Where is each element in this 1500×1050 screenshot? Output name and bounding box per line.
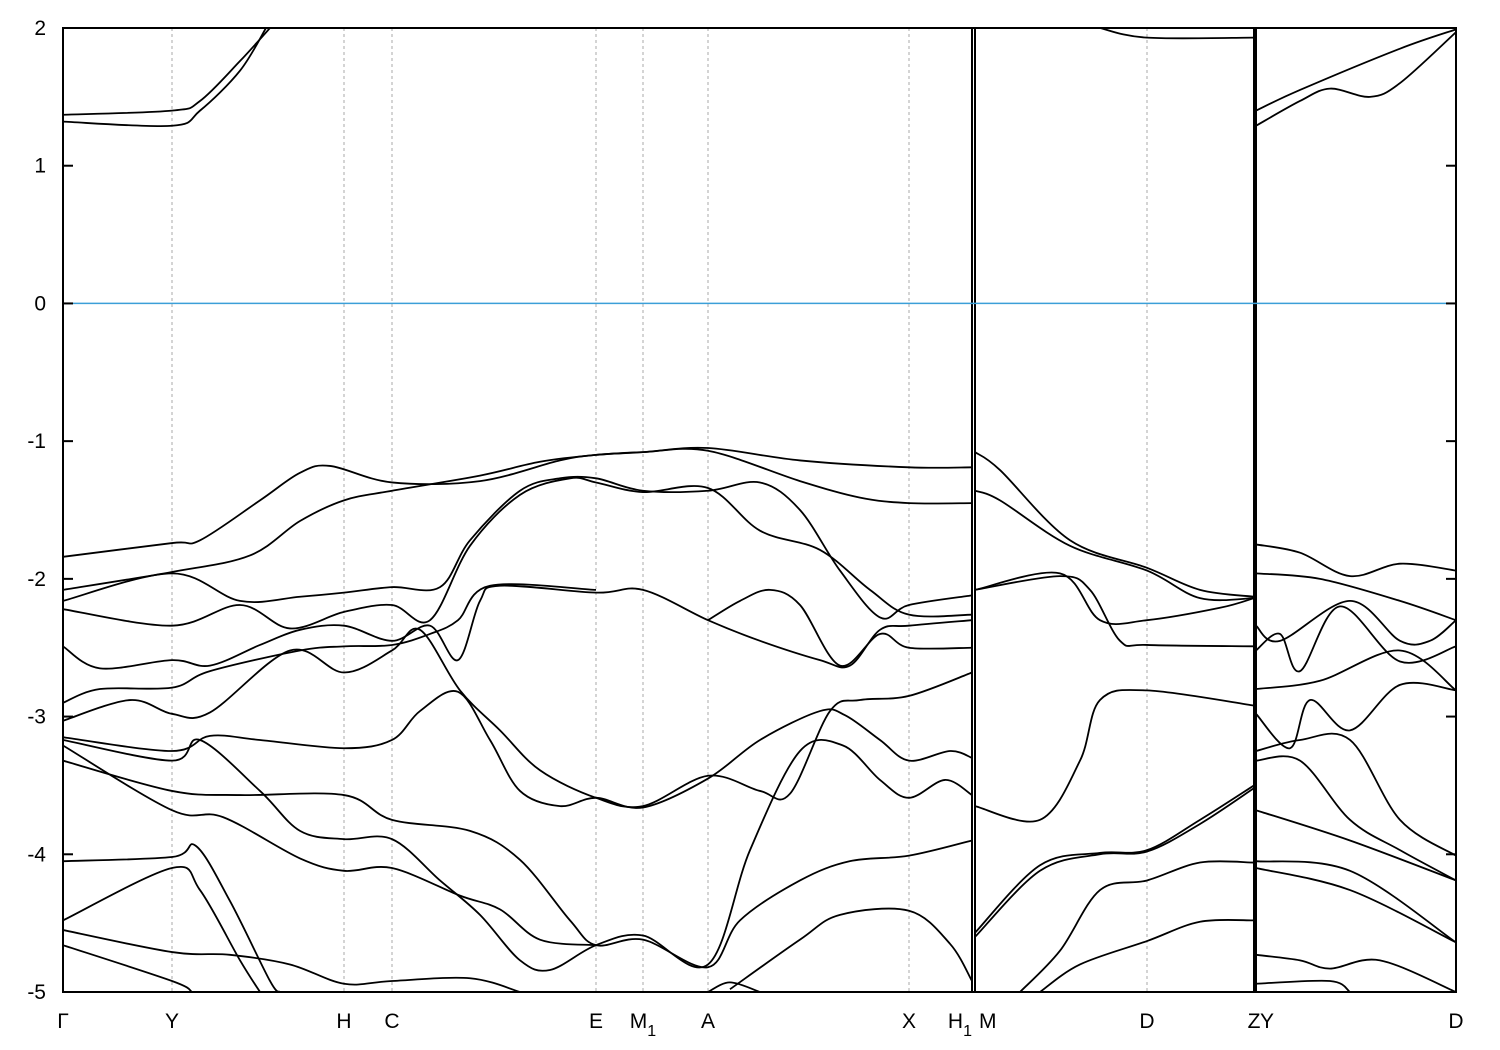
band-line bbox=[63, 843, 281, 992]
band-line bbox=[707, 588, 973, 667]
band-line bbox=[1255, 867, 1456, 944]
band-line bbox=[974, 784, 1255, 934]
band-line bbox=[1099, 28, 1255, 40]
band-line bbox=[63, 929, 521, 992]
band-line bbox=[63, 866, 261, 992]
x-tick-label: M1 bbox=[630, 1010, 657, 1040]
band-line bbox=[1255, 953, 1456, 992]
x-tick-label: M bbox=[979, 1010, 997, 1033]
x-tick-label: A bbox=[701, 1010, 715, 1033]
x-tick-label: C bbox=[384, 1010, 399, 1033]
band-line bbox=[63, 944, 193, 992]
y-tick-label: 2 bbox=[34, 17, 46, 40]
band-line bbox=[63, 475, 973, 620]
band-line bbox=[707, 981, 761, 992]
band-line bbox=[63, 738, 973, 972]
band-line bbox=[63, 446, 973, 558]
x-tick-label: D bbox=[1448, 1010, 1463, 1033]
x-tick-label: Y bbox=[165, 1010, 179, 1033]
band-line bbox=[1255, 599, 1456, 646]
band-line bbox=[1255, 860, 1456, 944]
band-line bbox=[63, 476, 973, 630]
band-line bbox=[974, 489, 1255, 602]
band-line bbox=[1255, 809, 1456, 882]
band-line bbox=[63, 28, 271, 116]
band-line bbox=[1255, 979, 1351, 992]
bands bbox=[63, 28, 1456, 992]
x-tick-label: H bbox=[336, 1010, 351, 1033]
y-tick-label: 1 bbox=[34, 155, 46, 178]
band-line bbox=[63, 28, 267, 128]
band-line bbox=[1255, 605, 1456, 673]
band-line bbox=[1255, 31, 1456, 127]
y-tick-label: -3 bbox=[27, 706, 46, 729]
band-line bbox=[1255, 28, 1456, 112]
x-tick-label: D bbox=[1139, 1010, 1154, 1033]
band-line bbox=[729, 907, 973, 990]
x-tick-label: X bbox=[902, 1010, 916, 1033]
band-line bbox=[1255, 732, 1456, 857]
band-line bbox=[974, 688, 1255, 823]
band-line bbox=[63, 627, 973, 809]
band-line bbox=[1255, 572, 1456, 622]
band-line bbox=[1039, 918, 1255, 992]
x-tick-label: Y bbox=[1260, 1010, 1274, 1033]
band-line bbox=[974, 571, 1255, 626]
band-line bbox=[1255, 543, 1456, 578]
band-line bbox=[63, 690, 973, 809]
y-tick-label: -1 bbox=[27, 430, 46, 453]
x-tick-label: H1 bbox=[948, 1010, 972, 1040]
band-line bbox=[1255, 681, 1456, 750]
x-tick-label: Z bbox=[1248, 1010, 1261, 1033]
band-line bbox=[974, 575, 1255, 648]
band-line bbox=[63, 583, 597, 704]
y-tick-label: -4 bbox=[27, 843, 46, 866]
band-line bbox=[1019, 860, 1255, 992]
y-tick-label: 0 bbox=[34, 292, 46, 315]
high-symmetry-lines bbox=[171, 28, 1257, 992]
band-line bbox=[1255, 755, 1456, 882]
band-line bbox=[974, 451, 1255, 598]
band-line bbox=[63, 447, 973, 591]
band-line bbox=[974, 787, 1255, 938]
x-tick-label: Γ bbox=[57, 1010, 69, 1033]
band-line bbox=[63, 759, 973, 969]
y-tick-label: -5 bbox=[27, 981, 46, 1004]
band-line bbox=[63, 584, 973, 670]
band-line bbox=[63, 744, 597, 947]
x-tick-label: E bbox=[589, 1010, 603, 1033]
y-tick-label: -2 bbox=[27, 568, 46, 591]
band-line bbox=[1255, 649, 1456, 692]
x-axis: Γ Y H C E M1 A X H1 M D Z Y D bbox=[57, 1010, 1463, 1040]
y-axis: 2 1 0 -1 -2 -3 -4 -5 bbox=[27, 17, 1456, 1004]
plot-frame bbox=[62, 27, 1457, 993]
